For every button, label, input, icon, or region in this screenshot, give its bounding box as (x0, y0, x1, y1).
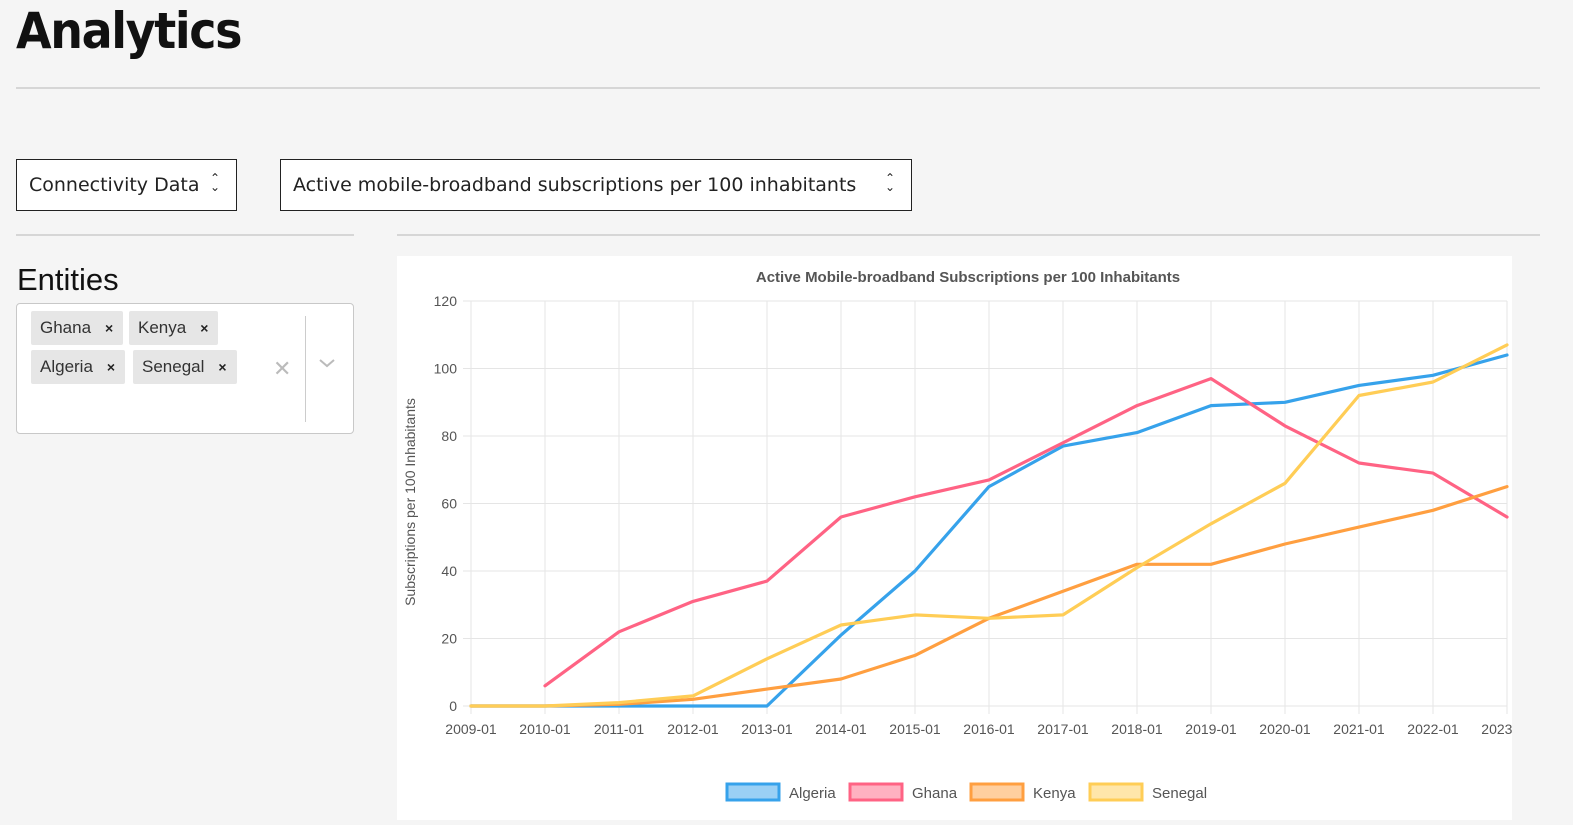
entity-tag-label: Kenya (138, 318, 187, 337)
clear-icon[interactable]: ✕ (273, 356, 292, 381)
entity-tag-kenya: Kenya × (129, 311, 219, 345)
series-line-ghana (543, 377, 1509, 688)
header-divider (16, 87, 1540, 89)
x-tick-label: 2018-01 (1111, 721, 1163, 737)
x-tick-label: 2021-01 (1333, 721, 1385, 737)
entities-heading: Entities (17, 262, 119, 297)
dataset-select[interactable]: Connectivity Data ⌃ ⌄ (16, 159, 237, 211)
series-line-senegal (469, 343, 1509, 708)
y-tick-label: 20 (441, 631, 457, 647)
x-tick-label: 2009-01 (445, 721, 497, 737)
entity-tag-label: Senegal (142, 357, 205, 376)
legend-label-algeria: Algeria (789, 785, 836, 802)
series-line-algeria (469, 353, 1509, 708)
indicator-separator (305, 316, 306, 422)
remove-icon[interactable]: × (106, 359, 116, 375)
sort-arrows-icon: ⌃ ⌄ (209, 171, 220, 194)
y-tick-label: 60 (441, 496, 457, 512)
x-tick-label: 2016-01 (963, 721, 1015, 737)
legend-swatch-algeria (725, 782, 781, 802)
y-axis-label: Subscriptions per 100 Inhabitants (402, 398, 418, 606)
legend-swatch-kenya (969, 782, 1025, 802)
y-tick-label: 0 (449, 698, 457, 714)
x-tick-label: 2012-01 (667, 721, 719, 737)
x-tick-label: 2022-01 (1407, 721, 1459, 737)
x-tick-label: 2014-01 (815, 721, 867, 737)
indicator-select[interactable]: Active mobile-broadband subscriptions pe… (280, 159, 912, 211)
entity-tag-ghana: Ghana × (31, 311, 124, 345)
sort-arrows-icon: ⌃ ⌄ (884, 171, 895, 194)
x-tick-label: 2020-01 (1259, 721, 1311, 737)
entity-tag-label: Algeria (40, 357, 93, 376)
x-tick-label: 2015-01 (889, 721, 941, 737)
legend-label-kenya: Kenya (1033, 785, 1076, 802)
chart-title: Active Mobile-broadband Subscriptions pe… (756, 269, 1180, 286)
line-chart: Active Mobile-broadband Subscriptions pe… (402, 269, 1533, 802)
legend-swatch-ghana (848, 782, 904, 802)
entity-multi-select[interactable]: Ghana × Kenya × Algeria × Senegal × ✕ (16, 303, 354, 434)
y-tick-label: 80 (441, 428, 457, 444)
y-tick-label: 40 (441, 563, 457, 579)
entity-tag-senegal: Senegal × (133, 350, 237, 384)
x-tick-label: 2023-01 (1481, 721, 1512, 737)
entity-tag-algeria: Algeria × (31, 350, 126, 384)
x-tick-label: 2010-01 (519, 721, 571, 737)
x-tick-label: 2013-01 (741, 721, 793, 737)
y-tick-label: 120 (434, 293, 458, 309)
x-tick-label: 2019-01 (1185, 721, 1237, 737)
remove-icon[interactable]: × (105, 320, 114, 336)
remove-icon[interactable]: × (200, 320, 209, 336)
page-title: Analytics (16, 2, 243, 60)
entity-tag-label: Ghana (40, 318, 92, 337)
main-divider (397, 234, 1540, 236)
dataset-select-value: Connectivity Data (29, 174, 200, 196)
legend-label-ghana: Ghana (912, 785, 958, 802)
x-tick-label: 2011-01 (594, 721, 645, 737)
y-tick-label: 100 (434, 361, 458, 377)
indicator-select-value: Active mobile-broadband subscriptions pe… (293, 174, 857, 196)
sidebar-divider (16, 234, 354, 236)
legend-label-senegal: Senegal (1152, 785, 1207, 802)
x-tick-label: 2017-01 (1037, 721, 1089, 737)
remove-icon[interactable]: × (218, 359, 227, 375)
chart-card: Active Mobile-broadband Subscriptions pe… (397, 256, 1533, 820)
chevron-down-icon[interactable] (318, 356, 336, 374)
legend-swatch-senegal (1088, 782, 1144, 802)
